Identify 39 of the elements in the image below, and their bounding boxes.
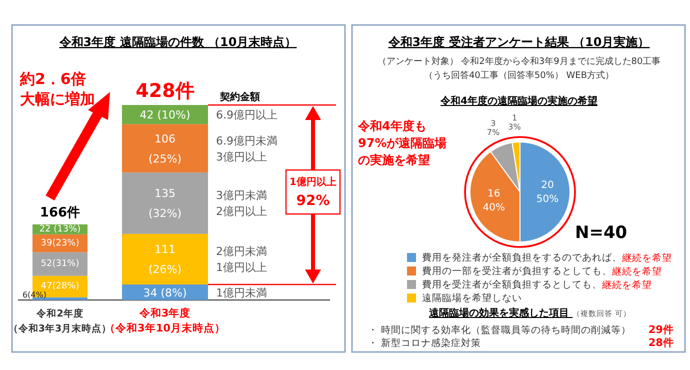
data-label: 47(28%) — [40, 282, 80, 292]
text: N=40 — [575, 223, 628, 243]
legend-label: 費用の一部を受注者が負担するとしても、継続を希望 — [422, 265, 662, 277]
data-label: 135 (32%) — [148, 186, 182, 220]
series-label: 1億円未満 — [216, 286, 267, 299]
data-label: 52(31%) — [40, 259, 80, 270]
data-label: 39(23%) — [40, 238, 80, 248]
legend-label: 費用を発注者が全額負担をするのであれば、継続を希望 — [422, 252, 672, 264]
text: （うち回答40工事（回答率50%） WEB方式） — [424, 70, 614, 81]
text: ・ 時間に関する効率化（監督職員等の待ち時間の削減等） 29件 — [368, 324, 674, 336]
annotation: 大幅に増加 — [20, 90, 95, 108]
series-label: 6.9億円以上 — [216, 108, 278, 122]
series-label: 2億円未満 1億円以上 — [216, 244, 267, 274]
data-label: 34 (8%) — [143, 286, 187, 299]
data-label: 42 (10%) — [140, 108, 190, 122]
series-label: 6.9億円未満 3億円以上 — [216, 134, 278, 163]
series-label: 3億円未満 2億円以上 — [216, 188, 267, 218]
data-label: 1 3% — [508, 113, 522, 132]
total-label: 166件 — [40, 205, 80, 220]
legend-label: 遠隔臨場を希望しない — [422, 292, 522, 304]
text: の実施を希望 — [358, 153, 430, 167]
text: ・ 新型コロナ感染症対策 28件 — [368, 337, 674, 349]
chart-title: 令和3年度 遠隔臨場の件数 （10月末時点） — [58, 35, 297, 49]
chart-subtitle: （アンケート対象） 令和2年度から令和3年9月までに完成した80工事 — [377, 56, 661, 67]
text: 97%が遠隔臨場 — [358, 136, 447, 150]
data-label: 111 (26%) — [148, 242, 182, 276]
text: 令和4年度の遠隔臨場の実施の希望 — [440, 95, 598, 107]
data-label: 20 50% — [536, 180, 559, 204]
total-label: 428件 — [136, 80, 194, 102]
data-label: 16 40% — [482, 188, 505, 213]
data-label: 22 (13%) — [39, 224, 81, 234]
legend-label: 費用を受注者が全額負担するとしても、継続を希望 — [422, 278, 652, 290]
chart-title: 令和3年度 受注者アンケート結果 （10月実施） — [387, 35, 650, 49]
text: 1億円以上 92% — [290, 176, 336, 209]
text: 令和4年度も — [357, 119, 426, 133]
legend-title: 契約金額 — [219, 91, 260, 103]
data-label: 106 (25%) — [148, 132, 182, 165]
data-label: 3 7% — [486, 118, 500, 136]
text: 約2．6倍 — [19, 70, 86, 88]
